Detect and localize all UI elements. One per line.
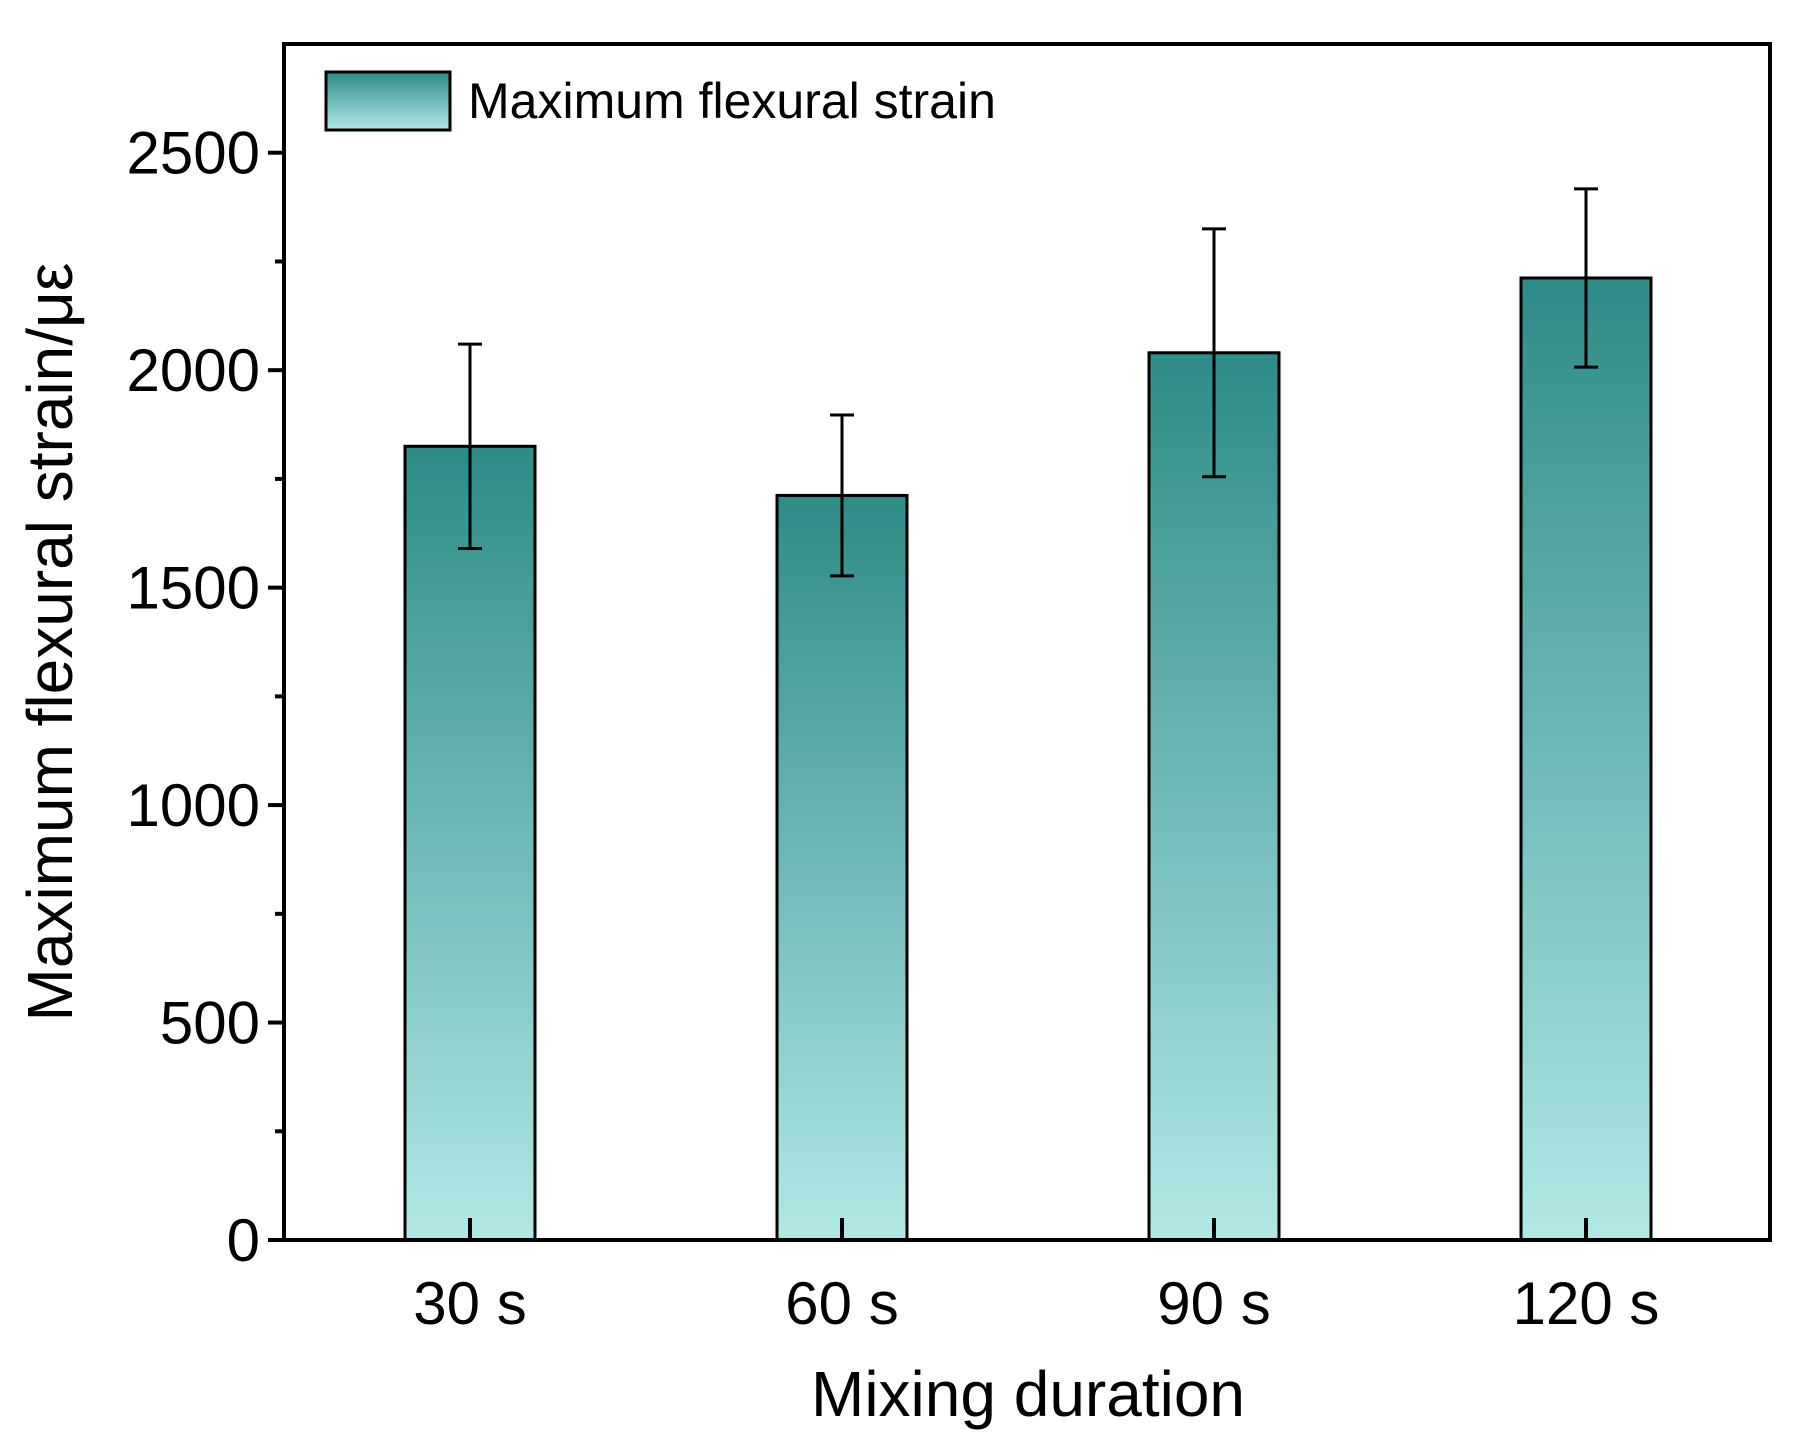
legend: Maximum flexural strain <box>324 70 996 132</box>
bar-1 <box>403 444 537 1242</box>
y-tick-label: 2000 <box>127 337 260 404</box>
x-axis-title: Mixing duration <box>811 1358 1245 1430</box>
y-tick-label: 2500 <box>127 120 260 187</box>
error-bars-group <box>458 187 1598 578</box>
x-tick-label: 60 s <box>785 1270 898 1337</box>
x-axis: 30 s 60 s 90 s 120 s <box>413 1218 1659 1337</box>
bar-4 <box>1519 276 1653 1242</box>
plot-frame <box>282 42 1772 1242</box>
y-tick-label: 1000 <box>127 772 260 839</box>
bar-2 <box>775 493 909 1242</box>
y-axis-title: Maximum flexural strain/με <box>14 263 86 1022</box>
x-tick-label: 120 s <box>1513 1270 1660 1337</box>
y-tick-label: 1500 <box>127 555 260 622</box>
legend-label: Maximum flexural strain <box>468 73 996 129</box>
bars-group <box>403 276 1653 1242</box>
y-tick-label: 500 <box>160 990 260 1057</box>
y-tick-label: 0 <box>227 1207 260 1274</box>
bar-3 <box>1147 351 1281 1242</box>
legend-swatch <box>324 70 452 132</box>
x-tick-label: 30 s <box>413 1270 526 1337</box>
y-axis: 0 500 1000 1500 2000 2500 <box>127 120 284 1274</box>
x-tick-label: 90 s <box>1157 1270 1270 1337</box>
